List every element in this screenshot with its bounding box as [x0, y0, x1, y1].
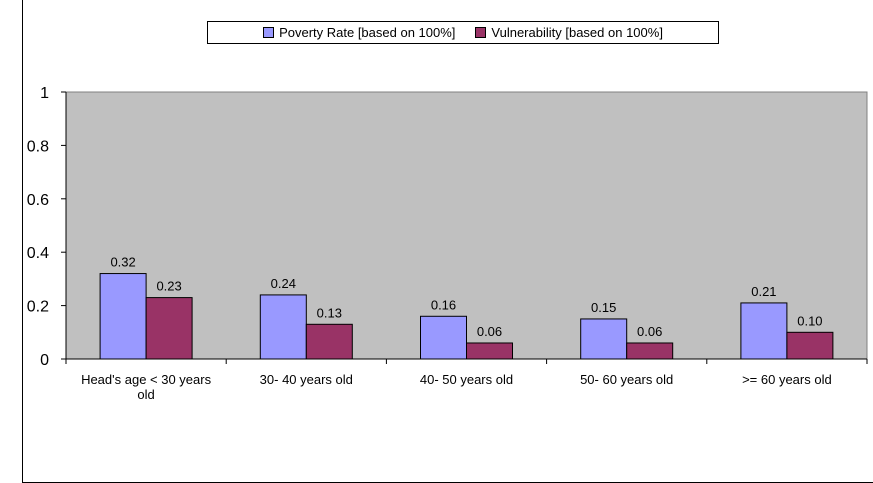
plot-area [65, 91, 868, 360]
y-tick-label: 0.4 [27, 245, 49, 262]
x-category-label: Head's age < 30 years old [81, 372, 212, 402]
x-category-label: 40- 50 years old [419, 372, 514, 387]
bar-vulnerability [786, 331, 834, 360]
y-tick-label: 1 [40, 85, 49, 102]
legend-label-poverty: Poverty Rate [based on 100%] [279, 25, 456, 40]
bar-vulnerability [626, 342, 674, 360]
bar-vulnerability [305, 323, 353, 360]
bars [65, 273, 868, 364]
legend-item-poverty: Poverty Rate [based on 100%] [263, 25, 455, 40]
data-label: 0.15 [591, 300, 616, 315]
legend-swatch-vulnerability [475, 27, 487, 38]
y-tick-label: 0 [40, 352, 49, 369]
data-label: 0.32 [110, 255, 135, 270]
y-tick-label: 0.8 [27, 138, 49, 155]
legend-label-vulnerability: Vulnerability [based on 100%] [491, 25, 663, 40]
bar-poverty-rate [740, 302, 788, 360]
data-label: 0.06 [477, 324, 502, 339]
x-category-label: >= 60 years old [742, 372, 832, 387]
bar-vulnerability [145, 297, 193, 360]
y-tick-label: 0.6 [27, 192, 49, 209]
data-label: 0.21 [751, 284, 776, 299]
bar-poverty-rate [580, 318, 628, 360]
data-label: 0.16 [431, 297, 456, 312]
data-label: 0.10 [797, 313, 822, 328]
x-category-label: 30- 40 years old [259, 372, 353, 387]
legend: Poverty Rate [based on 100%] Vulnerabili… [207, 21, 719, 44]
x-category-label: 50- 60 years old [580, 372, 674, 387]
y-tick-label: 0.2 [27, 299, 49, 316]
bar-poverty-rate [259, 294, 307, 360]
data-label: 0.13 [317, 305, 342, 320]
legend-swatch-poverty [263, 27, 275, 38]
bar-poverty-rate [99, 273, 147, 360]
bar-poverty-rate [420, 315, 467, 360]
data-label: 0.06 [637, 324, 662, 339]
data-labels: 0.32 0.23 0.24 0.13 0.16 0.06 0.15 0.06 0.21 0.10 [110, 255, 822, 339]
bar-vulnerability [466, 342, 513, 360]
data-label: 0.23 [156, 279, 181, 294]
data-label: 0.24 [271, 276, 296, 291]
legend-item-vulnerability: Vulnerability [based on 100%] [475, 25, 663, 40]
